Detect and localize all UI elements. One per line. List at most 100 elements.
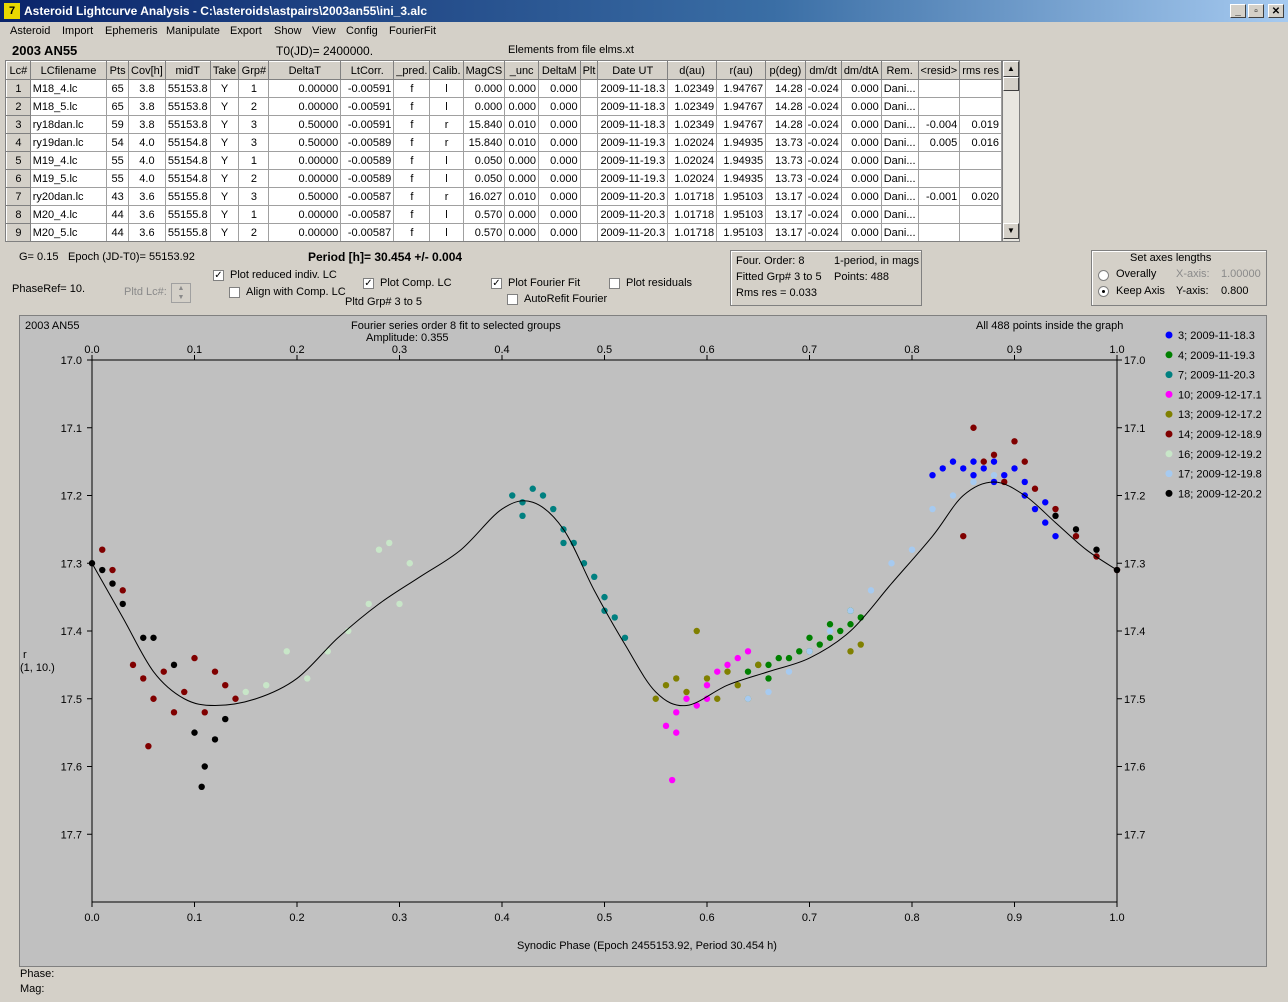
table-cell[interactable]: 0.000 [538, 169, 581, 188]
table-cell[interactable]: Dani... [880, 115, 919, 134]
table-cell[interactable]: 55155.8 [164, 205, 211, 224]
table-cell[interactable]: ry20dan.lc [29, 187, 108, 206]
table-cell[interactable]: 0.000 [840, 79, 882, 98]
table-cell[interactable]: M19_5.lc [29, 169, 108, 188]
table-cell[interactable]: Y [209, 79, 240, 98]
table-cell[interactable]: 0.000 [504, 79, 539, 98]
menu-export[interactable]: Export [230, 25, 262, 37]
column-header[interactable]: LCfilename [29, 61, 108, 80]
table-cell[interactable]: 0.570 [462, 223, 506, 241]
column-header[interactable]: Date UT [597, 61, 669, 80]
table-cell[interactable]: Y [209, 97, 240, 116]
table-cell[interactable]: 1.02024 [667, 151, 718, 170]
table-cell[interactable]: M20_4.lc [29, 205, 108, 224]
table-cell[interactable]: 1.94767 [716, 115, 767, 134]
table-cell[interactable]: -0.024 [804, 97, 842, 116]
table-cell[interactable] [579, 169, 599, 188]
table-cell[interactable]: Dani... [880, 97, 919, 116]
table-cell[interactable]: 1 [238, 151, 270, 170]
table-cell[interactable]: 13.17 [765, 187, 806, 206]
table-cell[interactable]: 3.6 [128, 223, 166, 241]
table-cell[interactable]: 0.000 [504, 205, 539, 224]
table-row[interactable]: 5 M19_4.lc 55 4.0 55154.8 Y 1 0.00000 -0.00589 f l… [6, 151, 1002, 170]
table-cell[interactable]: 0.000 [504, 169, 539, 188]
table-cell[interactable]: 2009-11-19.3 [597, 169, 669, 188]
table-cell[interactable]: 1.95103 [716, 223, 767, 241]
table-cell[interactable]: 0.000 [840, 205, 882, 224]
table-row[interactable]: 6 M19_5.lc 55 4.0 55154.8 Y 2 0.00000 -0.00589 f l… [6, 169, 1002, 188]
table-cell[interactable]: 0.000 [504, 97, 539, 116]
table-cell[interactable]: 14.28 [765, 79, 806, 98]
table-cell[interactable]: -0.00589 [340, 151, 395, 170]
table-cell[interactable]: Y [209, 187, 240, 206]
align-checkbox[interactable] [229, 287, 240, 298]
table-cell[interactable]: 2009-11-18.3 [597, 79, 669, 98]
table-cell[interactable]: 16.027 [462, 187, 506, 206]
table-cell[interactable] [959, 223, 1002, 241]
table-cell[interactable]: -0.004 [917, 115, 961, 134]
table-cell[interactable] [959, 169, 1002, 188]
plot-comp-checkbox[interactable]: ✓ [363, 278, 374, 289]
keep-axis-radio[interactable] [1098, 286, 1109, 297]
table-cell[interactable]: 55153.8 [164, 79, 211, 98]
table-cell[interactable]: l [429, 151, 464, 170]
table-cell[interactable]: Dani... [880, 205, 919, 224]
table-cell[interactable]: l [429, 97, 464, 116]
table-cell[interactable]: f [393, 169, 431, 188]
table-cell[interactable]: 65 [106, 97, 130, 116]
x-axis-value[interactable]: 1.00000 [1221, 268, 1261, 280]
table-cell[interactable]: 1.94935 [716, 133, 767, 152]
table-cell[interactable]: 1.94935 [716, 151, 767, 170]
table-cell[interactable]: 0.000 [462, 97, 506, 116]
table-cell[interactable]: M20_5.lc [29, 223, 108, 241]
table-cell[interactable]: l [429, 205, 464, 224]
table-cell[interactable]: -0.001 [917, 187, 961, 206]
table-cell[interactable] [917, 205, 961, 224]
table-cell[interactable]: 0.000 [504, 223, 539, 241]
table-cell[interactable]: 13.73 [765, 151, 806, 170]
table-cell[interactable]: 2009-11-18.3 [597, 97, 669, 116]
menu-view[interactable]: View [312, 25, 336, 37]
table-cell[interactable]: 1.02024 [667, 133, 718, 152]
table-cell[interactable] [917, 169, 961, 188]
table-cell[interactable]: 65 [106, 79, 130, 98]
table-cell[interactable] [579, 97, 599, 116]
menu-asteroid[interactable]: Asteroid [10, 25, 51, 37]
table-cell[interactable]: l [429, 79, 464, 98]
table-cell[interactable]: 3 [238, 187, 270, 206]
table-cell[interactable]: 2009-11-19.3 [597, 151, 669, 170]
table-cell[interactable]: 3 [238, 133, 270, 152]
table-cell[interactable]: 1.02349 [667, 115, 718, 134]
table-cell[interactable] [579, 115, 599, 134]
row-number[interactable]: 6 [6, 169, 31, 188]
table-cell[interactable]: 55155.8 [164, 187, 211, 206]
autorefit-checkbox[interactable] [507, 294, 518, 305]
table-cell[interactable]: 0.000 [840, 151, 882, 170]
table-cell[interactable]: 0.000 [538, 133, 581, 152]
table-cell[interactable] [917, 97, 961, 116]
table-cell[interactable]: Y [209, 115, 240, 134]
table-cell[interactable]: 1.95103 [716, 187, 767, 206]
table-cell[interactable]: l [429, 223, 464, 241]
table-cell[interactable] [959, 97, 1002, 116]
table-cell[interactable]: 43 [106, 187, 130, 206]
table-cell[interactable] [579, 133, 599, 152]
table-cell[interactable]: 55154.8 [164, 169, 211, 188]
table-cell[interactable]: -0.024 [804, 169, 842, 188]
table-cell[interactable]: 0.00000 [268, 169, 342, 188]
table-cell[interactable]: -0.00587 [340, 205, 395, 224]
table-cell[interactable]: Dani... [880, 151, 919, 170]
column-header[interactable]: Take [209, 61, 240, 80]
row-number[interactable]: 8 [6, 205, 31, 224]
plot-reduced-checkbox[interactable]: ✓ [213, 270, 224, 281]
table-cell[interactable]: M18_4.lc [29, 79, 108, 98]
table-cell[interactable]: 55154.8 [164, 133, 211, 152]
y-axis-value[interactable]: 0.800 [1221, 285, 1249, 297]
plot-fourier-checkbox[interactable]: ✓ [491, 278, 502, 289]
table-cell[interactable]: Dani... [880, 169, 919, 188]
table-cell[interactable]: 0.000 [538, 205, 581, 224]
table-cell[interactable]: Dani... [880, 223, 919, 241]
table-cell[interactable]: 1.02024 [667, 169, 718, 188]
table-cell[interactable]: 13.73 [765, 169, 806, 188]
table-cell[interactable]: 1 [238, 79, 270, 98]
